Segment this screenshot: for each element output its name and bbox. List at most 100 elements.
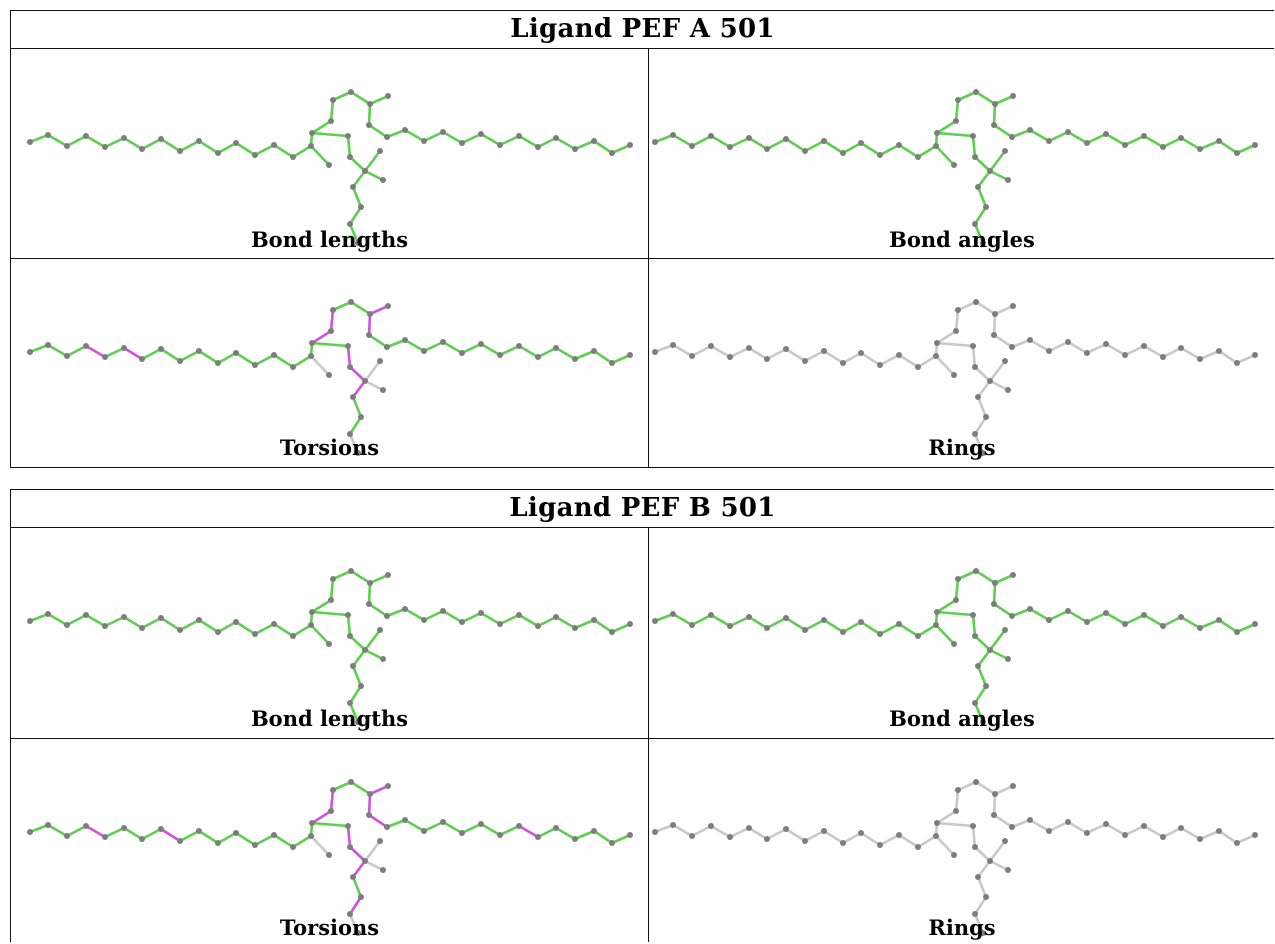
bond: [84, 824, 107, 839]
atom: [652, 349, 658, 355]
bond: [653, 612, 675, 623]
atom: [915, 844, 921, 850]
atom: [358, 894, 364, 900]
atom: [215, 840, 221, 846]
bond: [709, 613, 732, 628]
panel-grid: Bond lengths Bond angles Torsions Rings: [11, 49, 1274, 467]
bond: [197, 139, 220, 155]
bond: [310, 809, 333, 825]
atom: [746, 345, 752, 351]
atom: [362, 168, 368, 174]
atom: [973, 299, 979, 305]
atom: [1002, 358, 1008, 364]
atom: [951, 641, 957, 647]
atom: [535, 144, 541, 150]
atom: [783, 826, 789, 832]
bond: [803, 618, 826, 632]
bond: [498, 134, 521, 147]
atom: [934, 820, 940, 826]
atom: [516, 343, 522, 349]
bond: [1123, 824, 1146, 837]
bond: [460, 342, 483, 355]
atom: [858, 619, 864, 625]
atom: [933, 622, 939, 628]
bond: [822, 829, 845, 845]
bond: [934, 834, 956, 857]
bond: [954, 308, 960, 333]
atom: [1065, 819, 1071, 825]
bond: [1085, 132, 1108, 145]
atom: [689, 353, 695, 359]
cell-bond-lengths: Bond lengths: [11, 528, 648, 738]
bond: [976, 875, 988, 899]
bond: [479, 132, 502, 147]
bond: [536, 615, 558, 628]
atom: [1216, 348, 1222, 354]
bond: [441, 340, 464, 355]
bond: [65, 134, 88, 148]
atom: [516, 823, 522, 829]
atom: [934, 340, 940, 346]
bond: [1142, 344, 1165, 359]
atom: [992, 311, 998, 317]
bond: [841, 831, 863, 845]
bond: [291, 144, 313, 159]
bond: [498, 824, 521, 837]
bond: [878, 353, 901, 367]
bond: [349, 780, 372, 796]
atom: [421, 348, 427, 354]
bond: [671, 133, 694, 148]
atom: [915, 364, 921, 370]
atom: [933, 833, 939, 839]
atom: [83, 343, 89, 349]
bond: [973, 432, 985, 455]
atom: [1216, 617, 1222, 623]
bond: [310, 119, 333, 135]
atom: [345, 612, 351, 618]
bond: [1217, 618, 1239, 634]
bond: [348, 912, 360, 935]
bond: [765, 827, 788, 841]
atom: [727, 144, 733, 150]
bond: [971, 134, 977, 159]
atom: [727, 354, 733, 360]
atom: [953, 597, 959, 603]
bond: [1161, 136, 1183, 149]
grid-divider-horizontal: [11, 258, 1274, 259]
atom: [348, 568, 354, 574]
atom: [1234, 360, 1240, 366]
atom: [992, 791, 998, 797]
atom: [350, 874, 356, 880]
atom: [478, 131, 484, 137]
bond: [935, 821, 975, 828]
bond: [956, 569, 978, 581]
bond: [46, 343, 69, 358]
bond: [1047, 820, 1070, 833]
bond: [1235, 833, 1257, 845]
bond: [916, 623, 938, 638]
bond: [348, 365, 367, 383]
bond: [197, 618, 220, 634]
bond: [988, 628, 1007, 652]
atom: [355, 240, 361, 246]
bond: [1123, 344, 1146, 357]
atom: [158, 346, 164, 352]
atom: [877, 152, 883, 158]
panel-title: Ligand PEF A 501: [11, 11, 1274, 49]
bond: [653, 343, 675, 354]
bond: [1028, 818, 1051, 833]
ligand-panel-a: Ligand PEF A 501 Bond lengths Bond angle…: [10, 10, 1274, 468]
bond: [1198, 139, 1221, 151]
atom: [591, 617, 597, 623]
atom: [345, 343, 351, 349]
bond: [803, 829, 826, 843]
bond: [84, 613, 107, 628]
bond: [441, 820, 464, 835]
atom: [991, 122, 997, 128]
bond: [178, 618, 201, 632]
atom: [970, 823, 976, 829]
atom: [350, 184, 356, 190]
atom: [328, 808, 334, 814]
atom: [497, 142, 503, 148]
atom: [896, 832, 902, 838]
